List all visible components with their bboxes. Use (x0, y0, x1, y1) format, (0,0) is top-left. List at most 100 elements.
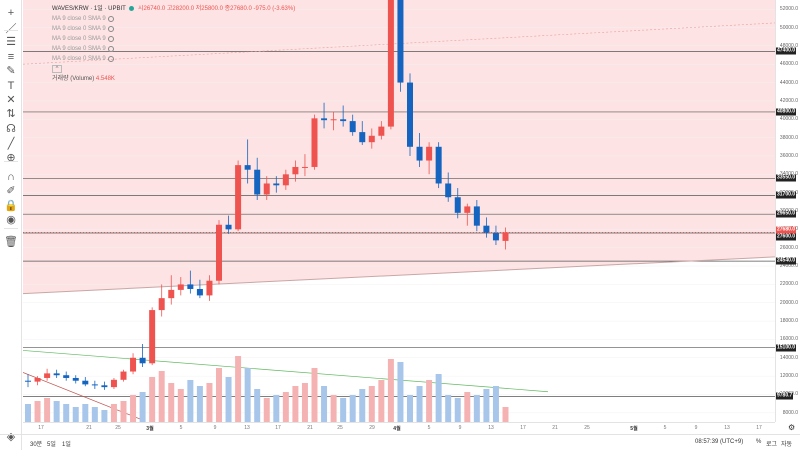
range-30m-button[interactable]: 30분 (30, 442, 43, 448)
trash-icon[interactable]: 🗑 (4, 236, 18, 248)
visibility-icon[interactable]: ◉ (6, 214, 16, 226)
eye-icon[interactable] (107, 26, 114, 32)
exchange: UPBIT (108, 6, 126, 12)
price-level-label[interactable]: 33550.0 (776, 174, 797, 182)
indicator-ma-row[interactable]: MA 9 close 0 SMA 9 (52, 54, 295, 64)
time-label: 5월 (630, 426, 638, 432)
price-tick: 42000.0 (779, 97, 798, 104)
price-level-label[interactable]: 29650.0 (776, 210, 797, 218)
symbol-line[interactable]: WAVES/KRW · 1일 · UPBIT 시26740.0 고28200.0… (52, 5, 296, 12)
zoom-in-icon[interactable]: ⊕ (6, 152, 16, 164)
horizontal-lines-icon[interactable]: ☰ (6, 36, 16, 48)
gear-icon[interactable]: ⚙ (788, 423, 796, 432)
collapse-legend-button[interactable]: ^ (52, 65, 62, 73)
price-axis[interactable]: 52000.0 50000.0 48000.0 46000.0 44000.0 42000… (775, 0, 800, 422)
volume-bar (149, 377, 156, 422)
candle-body (426, 146, 433, 161)
indicator-ma-row[interactable]: MA 9 close 0 SMA 9 (52, 34, 295, 44)
price-tick: 40000.0 (779, 116, 798, 123)
candle-body (72, 377, 79, 381)
volume-bar (216, 368, 222, 422)
volume-bar (349, 395, 356, 422)
time-label: 25 (584, 425, 590, 431)
ruler-icon[interactable]: ╱ (7, 138, 15, 150)
interval[interactable]: 1일 (93, 6, 103, 12)
drawing-toolbar: + ／ ☰ ≡ ✎ T ✕ ⇅ ☊ ╱ ⊕ ∩ ✐ 🔒 ◉ 🗑 ◈ (0, 0, 22, 450)
candle-body (435, 146, 442, 184)
toolbar-divider (4, 228, 18, 229)
price-level-label[interactable]: 24540.0 (776, 257, 797, 265)
time-label: 29 (369, 425, 375, 431)
eye-icon[interactable] (107, 56, 114, 62)
price-level-label[interactable]: 27600.0 (776, 233, 797, 241)
volume-bar (130, 395, 137, 422)
trend-line-icon[interactable]: ／ (5, 22, 17, 35)
projection-icon[interactable]: ⇅ (6, 108, 16, 120)
range-1d-button[interactable]: 1일 (62, 442, 71, 448)
price-tick: 8000.0 (782, 409, 798, 416)
brush-icon[interactable]: ☊ (6, 123, 16, 135)
price-level-label[interactable]: 27680.0 (776, 226, 797, 234)
indicator-label: MA 9 close 0 SMA 9 (52, 36, 106, 42)
candle-body (206, 280, 213, 296)
eye-icon[interactable] (107, 16, 114, 22)
time-label: 4월 (393, 426, 401, 432)
price-level-label[interactable]: 15100.0 (776, 344, 797, 352)
parallel-channel-icon[interactable]: ≡ (7, 50, 15, 63)
time-label: 3월 (146, 426, 154, 432)
symbol-pair[interactable]: WAVES/KRW (52, 6, 89, 12)
candle-body (483, 225, 490, 234)
candle-body (254, 169, 261, 195)
volume-bar (25, 404, 31, 422)
price-level-label[interactable]: 47400.0 (776, 47, 797, 55)
price-level-label[interactable]: 31700.0 (776, 191, 797, 199)
range-5d-button[interactable]: 5일 (47, 442, 56, 448)
indicator-ma-row[interactable]: MA 9 close 0 SMA 9 (52, 24, 295, 34)
volume-bar (101, 410, 108, 422)
volume-bar (82, 404, 89, 422)
percent-toggle[interactable]: % (756, 439, 762, 445)
volume-bar (311, 368, 318, 422)
magnet-icon[interactable]: ∩ (7, 170, 15, 183)
candle-body (25, 380, 31, 382)
indicator-ma-row[interactable]: MA 9 close 0 SMA 9 (52, 14, 295, 24)
candle-body (397, 0, 404, 83)
candle-body (149, 310, 156, 364)
volume-bar (407, 395, 413, 422)
candle-body (91, 384, 98, 386)
clock[interactable]: 08:57:39 (UTC+9) (695, 439, 744, 445)
auto-toggle[interactable]: 자동 (781, 442, 793, 448)
pencil-icon[interactable]: ✎ (6, 65, 16, 77)
indicator-ma-row[interactable]: MA 9 close 0 SMA 9 (52, 44, 295, 54)
eye-icon[interactable] (107, 46, 114, 52)
price-level-label[interactable]: 40800.0 (776, 108, 797, 116)
candle-body (187, 284, 194, 289)
candle-body (368, 135, 375, 143)
time-label: 25 (115, 425, 121, 431)
time-axis[interactable]: 17 21 25 3월 5 9 13 17 21 25 29 4월 5 9 13 17 21 25 5월 5 9 13 17 (23, 422, 775, 434)
lock-icon[interactable]: 🔒 (4, 200, 18, 212)
candle-body (378, 126, 385, 136)
pattern-icon[interactable]: ✕ (6, 94, 16, 106)
price-tick: 14000.0 (779, 354, 798, 361)
volume-legend[interactable]: 거래량 (Volume) 4.548K (52, 74, 295, 84)
crosshair-icon[interactable]: + (7, 6, 15, 19)
candle-body (34, 377, 41, 382)
price-tick: 44000.0 (779, 79, 798, 86)
price-level-label[interactable]: 9780.7 (776, 392, 794, 400)
indicator-label: MA 9 close 0 SMA 9 (52, 26, 106, 32)
price-tick: 36000.0 (779, 152, 798, 159)
eye-icon[interactable] (107, 36, 114, 42)
candle-body (139, 357, 146, 364)
chart-canvas[interactable] (23, 0, 775, 422)
stay-drawing-icon[interactable]: ✐ (6, 185, 16, 197)
candle-body (225, 224, 232, 230)
log-toggle[interactable]: 로그 (766, 442, 778, 448)
price-tick: 20000.0 (779, 299, 798, 306)
layers-icon[interactable]: ◈ (6, 431, 16, 443)
chart-pane[interactable]: WAVES/KRW · 1일 · UPBIT 시26740.0 고28200.0… (23, 0, 775, 422)
candle-body (110, 379, 117, 388)
text-icon[interactable]: T (7, 79, 15, 92)
candle-body (502, 232, 509, 241)
